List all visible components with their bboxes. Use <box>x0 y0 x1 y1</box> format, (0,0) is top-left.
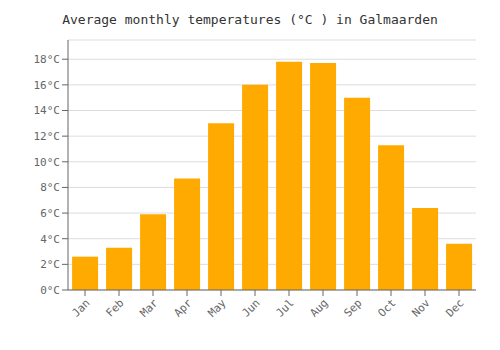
svg-text:Aug: Aug <box>307 296 330 319</box>
svg-text:Sep: Sep <box>341 296 364 319</box>
svg-text:Jul: Jul <box>273 296 296 319</box>
svg-text:Dec: Dec <box>443 296 466 319</box>
svg-text:0°C: 0°C <box>40 284 60 297</box>
svg-text:Jun: Jun <box>239 296 262 319</box>
svg-text:10°C: 10°C <box>34 156 61 169</box>
svg-text:6°C: 6°C <box>40 207 60 220</box>
svg-text:18°C: 18°C <box>34 53 61 66</box>
svg-text:2°C: 2°C <box>40 258 60 271</box>
svg-text:May: May <box>205 296 229 320</box>
svg-text:Feb: Feb <box>103 296 126 319</box>
svg-text:14°C: 14°C <box>34 104 61 117</box>
html-text:Average monthly temperatures (: Average monthly temperatures (°C ) in Ga… <box>62 12 438 27</box>
svg-text:Oct: Oct <box>375 296 398 319</box>
svg-text:Nov: Nov <box>409 296 433 320</box>
svg-text:8°C: 8°C <box>40 181 60 194</box>
svg-text:16°C: 16°C <box>34 79 61 92</box>
svg-text:12°C: 12°C <box>34 130 61 143</box>
svg-text:Apr: Apr <box>171 296 195 320</box>
svg-text:Jan: Jan <box>69 296 92 319</box>
svg-text:4°C: 4°C <box>40 233 60 246</box>
svg-text:Mar: Mar <box>137 296 161 320</box>
